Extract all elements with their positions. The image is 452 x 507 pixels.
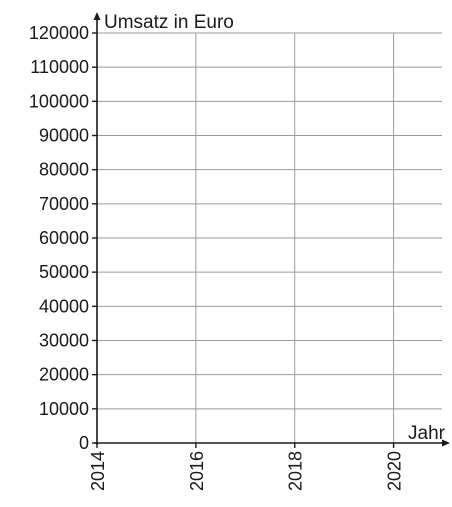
y-axis-ticks: 0 10000 20000 30000 40000 50000 60000 70000 8000… bbox=[29, 23, 97, 453]
x-tick-label: 2018 bbox=[286, 451, 306, 491]
x-axis-title: Jahr bbox=[408, 423, 446, 444]
y-tick-label: 100000 bbox=[29, 91, 89, 111]
x-tick-label: 2016 bbox=[187, 451, 207, 491]
y-tick-label: 90000 bbox=[39, 126, 89, 146]
y-tick-label: 120000 bbox=[29, 23, 89, 43]
x-tick-label: 2020 bbox=[385, 451, 405, 491]
y-tick-label: 40000 bbox=[39, 296, 89, 316]
x-axis-ticks: 2014 2016 2018 2020 bbox=[88, 443, 405, 491]
grid bbox=[97, 32, 442, 443]
y-tick-label: 60000 bbox=[39, 228, 89, 248]
x-tick-label: 2014 bbox=[88, 451, 108, 491]
y-tick-label: 30000 bbox=[39, 331, 89, 351]
y-tick-label: 110000 bbox=[30, 57, 89, 77]
y-axis-arrow bbox=[93, 12, 101, 20]
y-tick-label: 80000 bbox=[39, 160, 89, 180]
y-tick-label: 50000 bbox=[39, 262, 89, 282]
y-tick-label: 70000 bbox=[39, 194, 89, 214]
y-tick-label: 20000 bbox=[39, 365, 89, 385]
y-tick-label: 10000 bbox=[39, 399, 89, 419]
axes bbox=[93, 12, 450, 447]
y-axis-title: Umsatz in Euro bbox=[104, 12, 234, 33]
y-tick-label: 0 bbox=[79, 433, 89, 453]
x-axis-arrow bbox=[442, 439, 450, 447]
